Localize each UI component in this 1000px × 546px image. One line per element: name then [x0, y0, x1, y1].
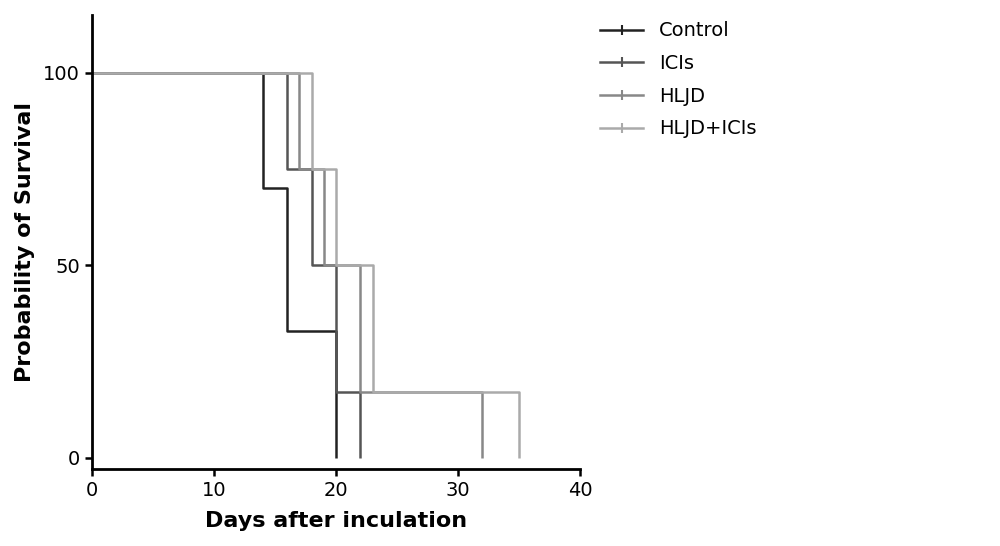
Legend: Control, ICIs, HLJD, HLJD+ICIs: Control, ICIs, HLJD, HLJD+ICIs — [595, 16, 762, 144]
Y-axis label: Probability of Survival: Probability of Survival — [15, 102, 35, 382]
X-axis label: Days after inculation: Days after inculation — [205, 511, 467, 531]
